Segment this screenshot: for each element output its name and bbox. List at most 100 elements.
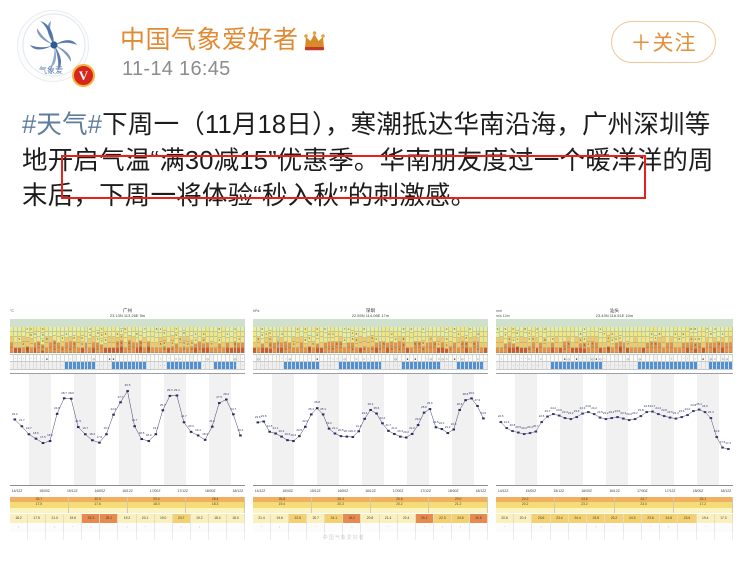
heatmap-cell: 2: [170, 347, 174, 354]
temperature-point-label: 23.6: [678, 409, 685, 414]
weather-symbol-cell: ◇: [638, 355, 643, 361]
heatmap-cell: [60, 342, 64, 348]
wind-cell: [273, 362, 277, 369]
verified-badge: V: [72, 64, 95, 87]
heatmap-cell: [405, 347, 409, 354]
heatmap-cell: [351, 343, 354, 347]
heatmap-cell: [339, 327, 343, 332]
heatmap-cell: 1: [673, 332, 677, 338]
summary-value-cell: 28.1: [100, 514, 119, 523]
weather-symbol-cell: ·: [281, 355, 285, 361]
night-shade-band: [119, 374, 142, 485]
wind-cell: [178, 362, 183, 369]
heatmap-column: [575, 327, 580, 354]
heatmap-column: 7: [429, 327, 434, 353]
weather-symbol-cell: ◦: [367, 355, 371, 361]
heatmap-cell: [503, 339, 507, 344]
wind-cell: [390, 362, 395, 369]
wind-cell: [453, 362, 457, 369]
heatmap-column: 8: [45, 327, 50, 353]
weather-symbol-cell: [198, 355, 203, 361]
heatmap-cell: 9: [68, 347, 72, 353]
heatmap-cell: [198, 327, 202, 332]
heatmap-cell: 4: [53, 347, 57, 354]
heatmap-cell: [567, 348, 571, 353]
heatmap-cell: [476, 327, 480, 332]
heatmap-cell: [717, 348, 721, 353]
weather-symbol-cell: ·: [383, 355, 387, 361]
summary-extra-cell: ·: [64, 523, 83, 532]
heatmap-cell: [319, 337, 323, 343]
heatmap-column: 1: [721, 327, 726, 353]
night-shade-band: [73, 374, 96, 485]
temperature-marker: [692, 410, 695, 413]
heatmap-cell: [123, 343, 127, 348]
wind-cell: [104, 362, 109, 369]
username[interactable]: 中国气象爱好者: [120, 20, 326, 56]
heatmap-cell: 1: [689, 347, 693, 353]
wind-cell: [170, 362, 175, 369]
heatmap-column: 1: [437, 327, 442, 353]
heatmap-cell: 1: [693, 337, 697, 343]
summary-extra-cell: ◦: [271, 523, 290, 532]
heatmap-cell: [315, 339, 319, 344]
temperature-marker: [357, 430, 361, 433]
heatmap-cell: [721, 338, 725, 343]
heatmap-cell: [531, 343, 535, 348]
heatmap-cell: [280, 327, 284, 332]
summary-value-cell: 24.7: [172, 514, 191, 523]
heatmap-column: 8: [697, 327, 702, 353]
heatmap-column: [662, 327, 666, 354]
panel-corner-label-2: mm m/s 10m: [496, 309, 510, 318]
panel-corner-label-2b: m/s 10m: [496, 313, 510, 318]
weather-symbol-cell: [614, 355, 619, 361]
heatmap-cell: [425, 332, 429, 338]
heatmap-column: [300, 327, 304, 354]
summary-extra-cell: ·: [136, 523, 155, 532]
heatmap-cell: [60, 331, 64, 337]
avatar[interactable]: 气象爱 V: [17, 10, 95, 88]
hashtag-weather[interactable]: #天气#: [22, 111, 103, 139]
heatmap-cell: [256, 327, 260, 332]
heatmap-cell: [685, 337, 689, 343]
follow-button[interactable]: ＋关注: [611, 21, 716, 63]
heatmap-cell: [221, 332, 225, 338]
temperature-series-svg: [499, 408, 730, 451]
heatmap-cell: 2: [147, 347, 151, 353]
temperature-marker: [321, 413, 325, 416]
heatmap-cell: 1: [582, 327, 586, 333]
temperature-point-label: 24.2: [550, 406, 557, 411]
wind-cell: [49, 362, 54, 369]
heatmap-cell: [80, 348, 84, 354]
wind-cell: [472, 362, 477, 369]
heatmap-cell: [108, 332, 111, 338]
temperature-point-label: 20.2: [403, 429, 409, 434]
heatmap-cell: [567, 337, 571, 342]
summary-footer-cell: [118, 532, 137, 540]
heatmap-cell: 1: [225, 332, 229, 338]
wind-cell: [45, 362, 50, 369]
axis-tick-label: 16/12Z: [365, 489, 376, 493]
temperature-point-label: 25.4: [320, 406, 326, 411]
weather-symbol-cell: [508, 355, 512, 361]
weather-symbol-cell: ◦: [332, 355, 336, 361]
heatmap-cell: [229, 342, 233, 348]
heatmap-cell: [182, 327, 186, 331]
weather-symbol-cell: ·: [524, 355, 528, 361]
heatmap-cell: 2: [586, 342, 590, 348]
heatmap-cell: [358, 337, 362, 343]
heatmap-cell: [339, 332, 343, 337]
heatmap-cell: [178, 343, 182, 348]
heatmap-cell: [229, 327, 233, 333]
heatmap-cell: [551, 327, 555, 332]
heatmap-cell: [135, 348, 139, 353]
temperature-marker: [482, 417, 485, 420]
heatmap-cell: [598, 333, 602, 338]
wind-cell: [456, 362, 461, 369]
heatmap-cell: [29, 348, 33, 354]
heatmap-cell: [229, 347, 233, 354]
